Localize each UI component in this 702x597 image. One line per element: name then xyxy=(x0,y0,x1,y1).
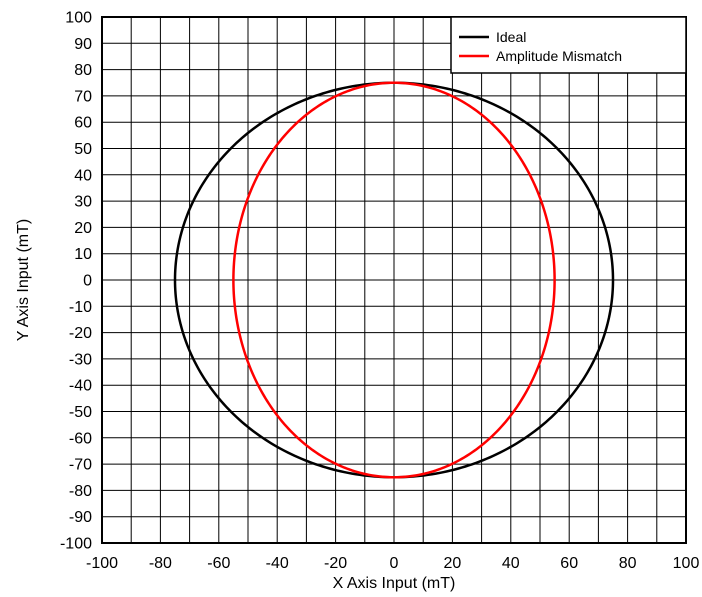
y-tick-label: 30 xyxy=(74,194,92,211)
y-tick-label: -20 xyxy=(69,325,92,342)
y-axis-title: Y Axis Input (mT) xyxy=(15,219,32,341)
x-tick-label: 0 xyxy=(390,555,399,572)
x-tick-label: -40 xyxy=(266,555,289,572)
x-tick-labels: -100 -80 -60 -40 -20 0 20 40 60 80 100 xyxy=(86,555,699,572)
series-ideal-line xyxy=(173,81,615,479)
y-tick-label: -50 xyxy=(69,404,92,421)
y-tick-label: 10 xyxy=(74,246,92,263)
y-tick-label: 50 xyxy=(74,141,92,158)
y-tick-label: 70 xyxy=(74,88,92,105)
y-tick-label: 40 xyxy=(74,167,92,184)
y-tick-label: -30 xyxy=(69,351,92,368)
x-tick-label: -100 xyxy=(86,555,118,572)
y-tick-label: 100 xyxy=(65,10,92,27)
series-amplitude-mismatch-line xyxy=(232,81,556,479)
plot-frame xyxy=(101,16,687,544)
y-tick-labels: 1009080706050403020100-10-20-30-40-50-60… xyxy=(60,10,92,553)
x-tick-label: 60 xyxy=(560,555,578,572)
grid xyxy=(101,16,687,544)
y-tick-label: -10 xyxy=(69,299,92,316)
y-tick-label: -90 xyxy=(69,509,92,526)
y-tick-label: 90 xyxy=(74,36,92,53)
y-tick-label: -70 xyxy=(69,457,92,474)
legend-box xyxy=(450,16,687,74)
x-tick-label: -20 xyxy=(324,555,347,572)
x-tick-label: -60 xyxy=(207,555,230,572)
legend: Ideal Amplitude Mismatch xyxy=(450,16,687,74)
y-tick-label: -80 xyxy=(69,483,92,500)
x-tick-label: 20 xyxy=(444,555,462,572)
legend-label: Amplitude Mismatch xyxy=(496,48,622,64)
x-tick-label: 80 xyxy=(619,555,637,572)
x-tick-label: 100 xyxy=(673,555,700,572)
y-tick-label: -60 xyxy=(69,430,92,447)
legend-label: Ideal xyxy=(496,29,526,45)
y-tick-label: 60 xyxy=(74,115,92,132)
x-axis-title: X Axis Input (mT) xyxy=(333,575,456,592)
x-tick-label: 40 xyxy=(502,555,520,572)
y-tick-label: 20 xyxy=(74,220,92,237)
y-tick-label: 0 xyxy=(83,273,92,290)
y-tick-label: -40 xyxy=(69,378,92,395)
series-layer xyxy=(173,81,615,479)
y-tick-label: -100 xyxy=(60,536,92,553)
y-tick-label: 80 xyxy=(74,62,92,79)
x-tick-label: -80 xyxy=(149,555,172,572)
